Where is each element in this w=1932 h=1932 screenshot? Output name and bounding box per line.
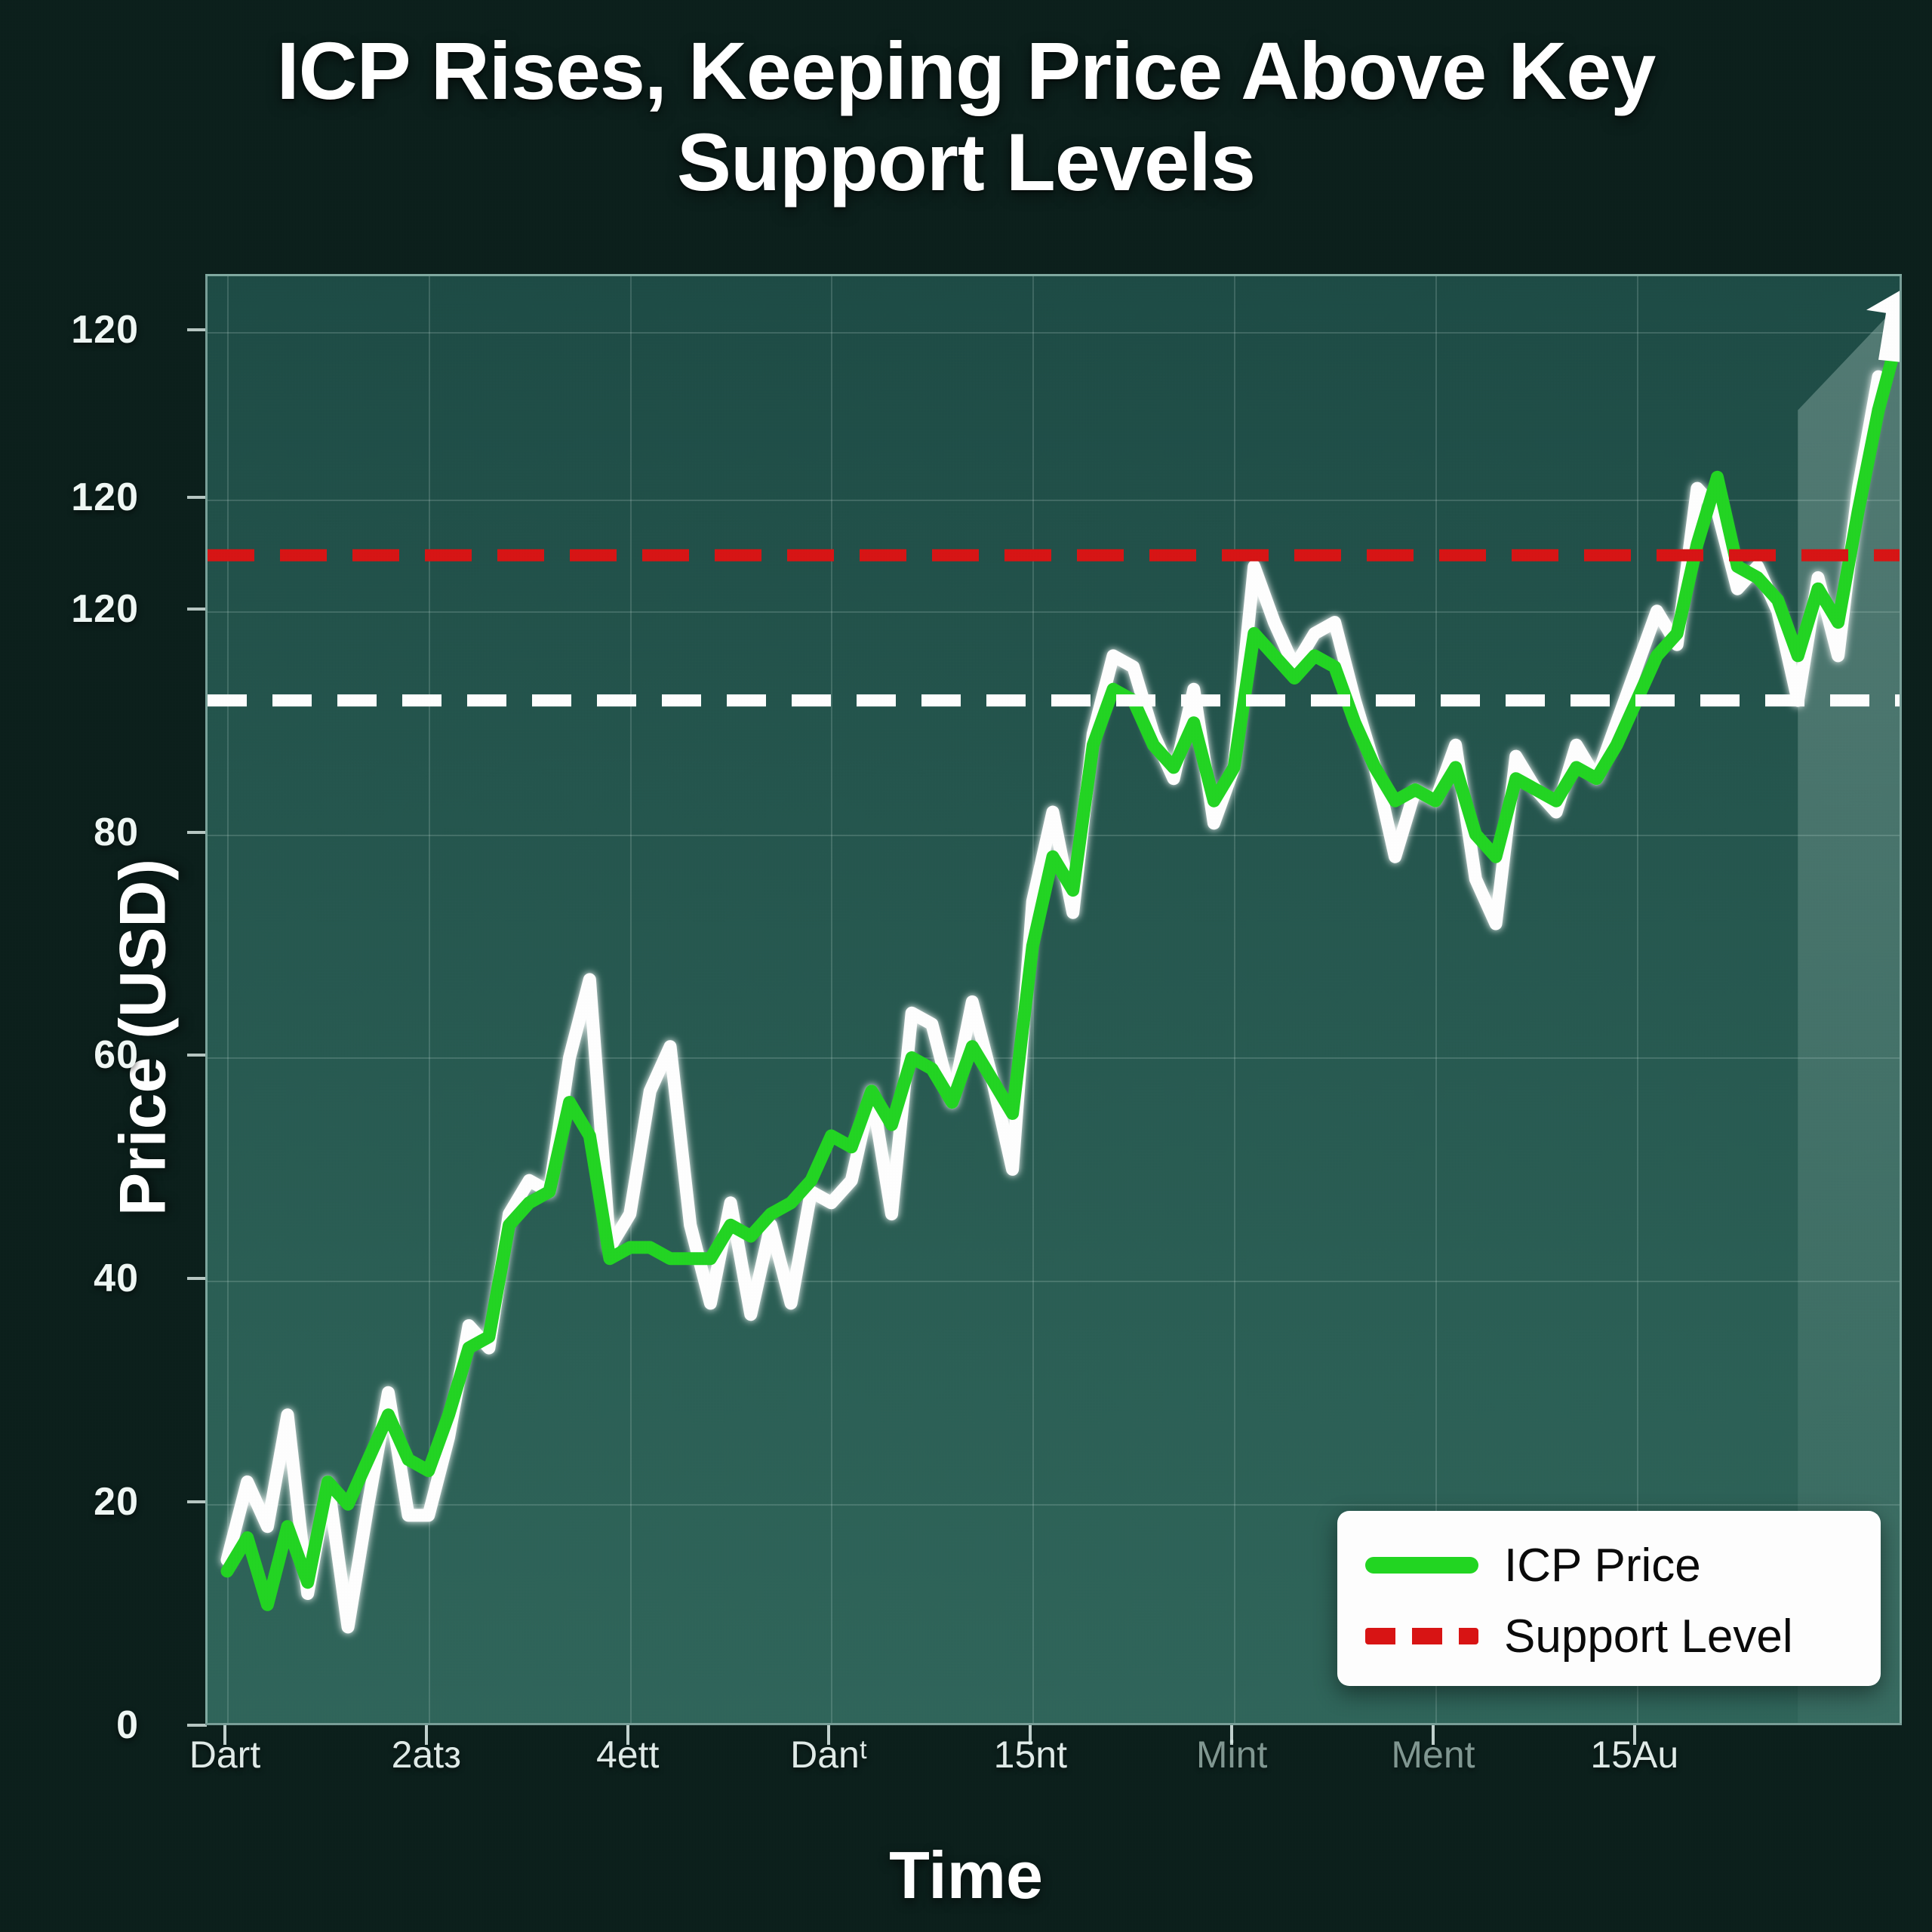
grid-line-vertical — [629, 276, 632, 1723]
grid-line-horizontal — [208, 1504, 1900, 1506]
chart-title: ICP Rises, Keeping Price Above Key Suppo… — [276, 25, 1657, 208]
y-axis-tick-label: 60 — [94, 1033, 139, 1078]
y-axis-tick-mark — [187, 830, 207, 834]
legend-label-support-level: Support Level — [1504, 1610, 1793, 1663]
x-axis-label: Time — [889, 1838, 1043, 1912]
series-layer — [208, 291, 1900, 1723]
y-axis-tick-label: 80 — [94, 810, 139, 854]
grid-line-vertical — [428, 276, 430, 1723]
x-axis-tick-mark — [1029, 1725, 1032, 1745]
grid-line-horizontal — [208, 611, 1900, 613]
y-axis-tick-mark — [187, 1054, 207, 1057]
grid-line-vertical — [227, 276, 229, 1723]
grid-line-horizontal — [208, 331, 1900, 334]
legend-item-icp-price[interactable]: ICP Price — [1365, 1530, 1853, 1601]
raw-price-line — [220, 370, 1885, 1634]
x-axis-tick-mark — [827, 1725, 831, 1745]
forecast-shade-shape — [1798, 303, 1900, 1723]
grid-line-vertical — [1032, 276, 1035, 1723]
icp-price-line — [220, 404, 1885, 1611]
y-axis-tick-mark — [187, 607, 207, 611]
y-axis-tick-label: 120 — [71, 307, 139, 352]
x-axis-tick-mark — [626, 1725, 629, 1745]
x-axis-tick-mark — [1230, 1725, 1234, 1745]
y-axis-tick-mark — [187, 328, 207, 331]
y-axis-tick-label: 40 — [94, 1257, 139, 1301]
y-axis-tick-label: 120 — [71, 475, 139, 519]
grid-line-vertical — [831, 276, 833, 1723]
grid-line-horizontal — [208, 1057, 1900, 1060]
legend-swatch-solid-green — [1365, 1557, 1478, 1574]
y-axis-tick-label: 0 — [116, 1703, 139, 1747]
chart-legend[interactable]: ICP Price Support Level — [1337, 1511, 1881, 1686]
legend-label-icp-price: ICP Price — [1504, 1539, 1701, 1592]
grid-line-vertical — [1435, 276, 1437, 1723]
y-axis-tick-mark — [187, 1277, 207, 1281]
reference-lines — [208, 549, 1900, 707]
y-axis-tick-label: 120 — [71, 586, 139, 631]
upward-trend-arrow-icon — [1866, 291, 1900, 417]
x-axis-tick-mark — [223, 1725, 226, 1745]
y-axis-tick-mark — [187, 1500, 207, 1504]
legend-swatch-dashed-red — [1365, 1628, 1478, 1644]
grid-line-horizontal — [208, 1281, 1900, 1283]
plot-area — [205, 274, 1902, 1725]
legend-item-support-level[interactable]: Support Level — [1365, 1601, 1853, 1672]
y-axis-tick-mark — [187, 495, 207, 499]
x-axis-tick-mark — [1431, 1725, 1435, 1745]
grid-line-horizontal — [208, 499, 1900, 501]
forecast-shade — [1798, 303, 1900, 1723]
x-axis-tick-mark — [424, 1725, 428, 1745]
grid-line-vertical — [1636, 276, 1638, 1723]
grid-line-vertical — [1234, 276, 1236, 1723]
y-axis-tick-mark — [187, 1724, 207, 1727]
y-axis-tick-label: 20 — [94, 1480, 139, 1524]
x-axis-tick-mark — [1632, 1725, 1636, 1745]
